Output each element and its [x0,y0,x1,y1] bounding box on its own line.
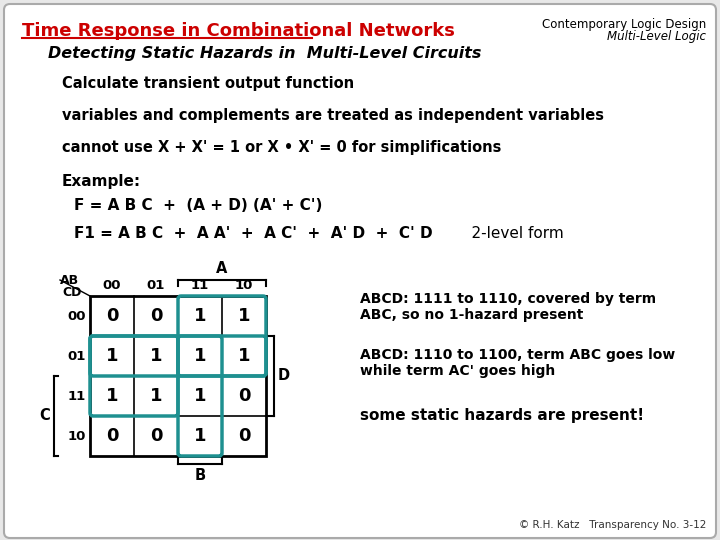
Text: F = A B C  +  (A + D) (A' + C'): F = A B C + (A + D) (A' + C') [74,198,323,213]
Text: F1 = A B C  +  A A'  +  A C'  +  A' D  +  C' D: F1 = A B C + A A' + A C' + A' D + C' D [74,226,433,241]
Text: 2-level form: 2-level form [452,226,564,241]
Text: 1: 1 [150,387,162,405]
Text: 10: 10 [235,279,253,292]
Text: 0: 0 [238,387,251,405]
Text: Time Response in Combinational Networks: Time Response in Combinational Networks [22,22,455,40]
Text: while term AC' goes high: while term AC' goes high [360,364,555,378]
FancyBboxPatch shape [4,4,716,538]
Text: 10: 10 [68,429,86,442]
Text: some static hazards are present!: some static hazards are present! [360,408,644,423]
Text: 1: 1 [238,307,251,325]
Text: CD: CD [62,286,81,299]
Text: A: A [216,261,228,276]
Text: 11: 11 [68,389,86,402]
Text: C: C [40,408,50,423]
Text: Contemporary Logic Design: Contemporary Logic Design [541,18,706,31]
Text: 1: 1 [106,347,118,365]
Text: 1: 1 [194,387,206,405]
Text: Calculate transient output function: Calculate transient output function [62,76,354,91]
Text: 0: 0 [106,427,118,445]
Text: 0: 0 [238,427,251,445]
Text: © R.H. Katz   Transparency No. 3-12: © R.H. Katz Transparency No. 3-12 [518,520,706,530]
Text: D: D [278,368,290,383]
Text: 0: 0 [150,307,162,325]
Text: 0: 0 [106,307,118,325]
Text: AB: AB [60,274,79,287]
Text: Example:: Example: [62,174,141,189]
Text: 00: 00 [68,309,86,322]
Text: cannot use X + X' = 1 or X • X' = 0 for simplifications: cannot use X + X' = 1 or X • X' = 0 for … [62,140,501,155]
Text: ABCD: 1110 to 1100, term ABC goes low: ABCD: 1110 to 1100, term ABC goes low [360,348,675,362]
Text: 00: 00 [103,279,121,292]
Text: Multi-Level Logic: Multi-Level Logic [607,30,706,43]
Text: 01: 01 [147,279,165,292]
Text: 1: 1 [238,347,251,365]
Text: Detecting Static Hazards in  Multi-Level Circuits: Detecting Static Hazards in Multi-Level … [48,46,482,61]
Text: ABC, so no 1-hazard present: ABC, so no 1-hazard present [360,308,583,322]
Text: 1: 1 [194,307,206,325]
Text: 1: 1 [194,347,206,365]
Text: B: B [194,468,206,483]
Text: 1: 1 [194,427,206,445]
Text: ABCD: 1111 to 1110, covered by term: ABCD: 1111 to 1110, covered by term [360,292,656,306]
Text: 1: 1 [106,387,118,405]
Text: 0: 0 [150,427,162,445]
Text: 01: 01 [68,349,86,362]
Text: 1: 1 [150,347,162,365]
Bar [90,296,266,456]
Text: variables and complements are treated as independent variables: variables and complements are treated as… [62,108,604,123]
Text: 11: 11 [191,279,209,292]
